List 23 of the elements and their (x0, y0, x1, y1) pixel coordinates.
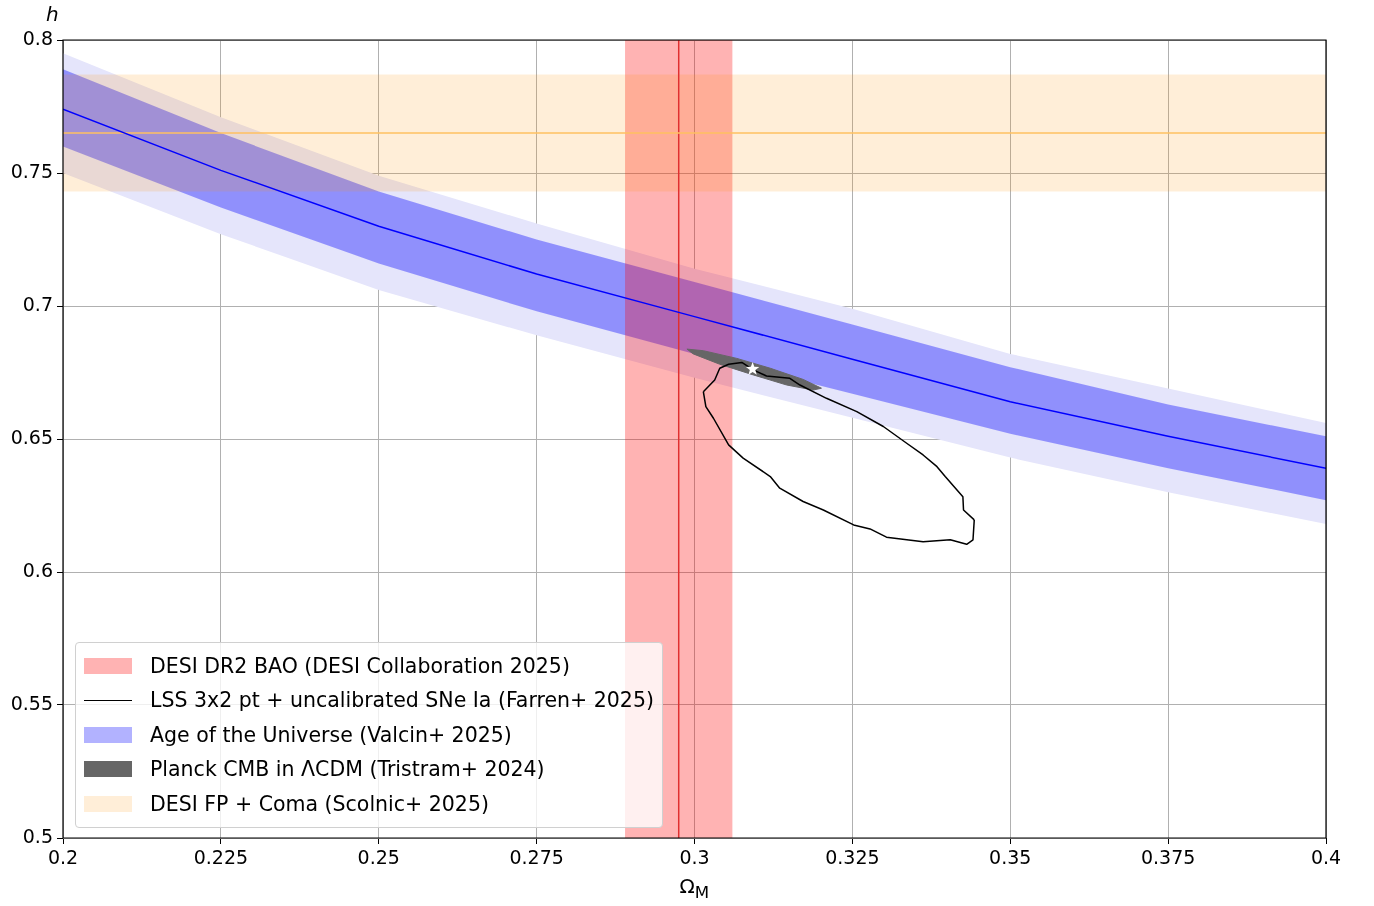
x-tick-label: 0.4 (1310, 846, 1342, 869)
y-axis-title: h (46, 2, 59, 26)
legend-label: DESI FP + Coma (Scolnic+ 2025) (150, 791, 489, 816)
y-tick-label: 0.5 (22, 824, 53, 847)
x-tick-label: 0.2 (47, 846, 79, 869)
y-tick-label: 0.55 (10, 691, 53, 714)
y-tick-label: 0.7 (22, 292, 53, 315)
legend-label: LSS 3x2 pt + uncalibrated SNe Ia (Farren+ 2025) (150, 688, 654, 713)
x-tick-label: 0.25 (357, 846, 400, 869)
x-tick-label: 0.375 (1140, 846, 1196, 869)
x-tick-label: 0.3 (679, 846, 710, 869)
y-tick-label: 0.75 (10, 159, 53, 182)
x-tick-label: 0.35 (989, 846, 1032, 869)
x-tick-label: 0.275 (509, 846, 564, 869)
legend-label: Planck CMB in ΛCDM (Tristram+ 2024) (150, 757, 545, 782)
legend-label: Age of the Universe (Valcin+ 2025) (150, 722, 512, 747)
y-tick-label: 0.65 (10, 425, 53, 448)
y-tick-label: 0.6 (22, 558, 53, 581)
x-tick-label: 0.325 (825, 846, 880, 869)
band-label: DESI DR2 BAO (DESI Collaboration 2025) (150, 653, 570, 678)
x-axis-title: Ω$_{M}$ (679, 874, 710, 902)
y-tick-label: 0.8 (22, 26, 53, 49)
x-tick-label: 0.225 (193, 846, 249, 869)
